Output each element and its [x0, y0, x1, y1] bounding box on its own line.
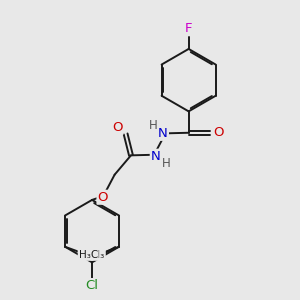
Text: H: H [148, 118, 157, 131]
Text: N: N [158, 127, 168, 140]
Text: Cl: Cl [85, 279, 98, 292]
Text: CH₃: CH₃ [86, 250, 105, 260]
Text: H: H [162, 157, 171, 170]
Text: N: N [151, 150, 160, 163]
Text: F: F [185, 22, 192, 35]
Text: O: O [98, 191, 108, 204]
Text: O: O [112, 121, 123, 134]
Text: H₃C: H₃C [79, 250, 98, 260]
Text: O: O [213, 126, 224, 139]
